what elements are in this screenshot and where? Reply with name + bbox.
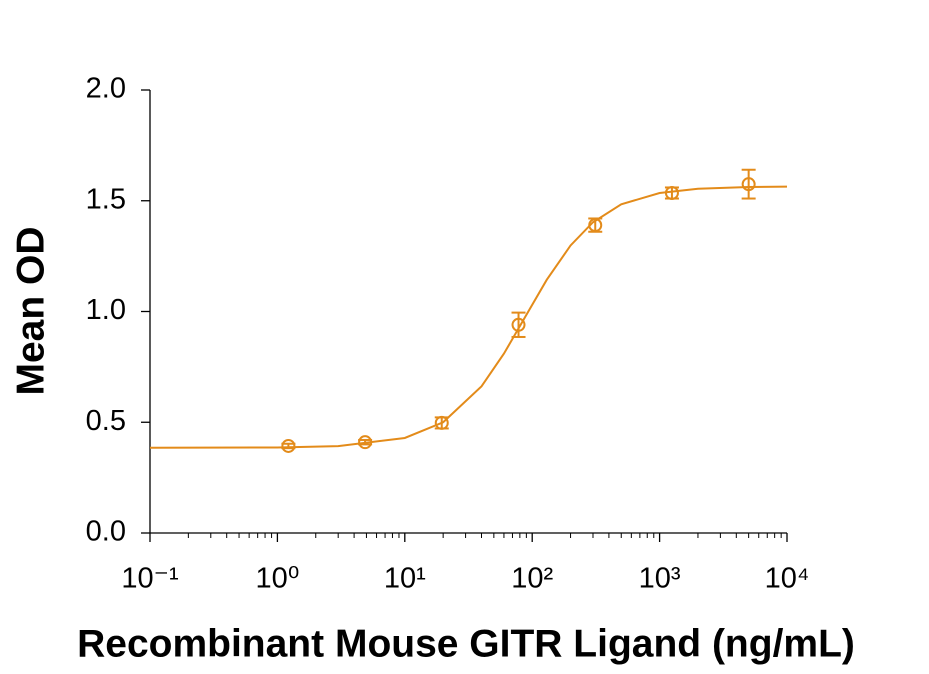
y-tick-label: 1.5	[86, 183, 126, 215]
y-tick-label: 0.5	[86, 405, 126, 437]
y-tick-label: 1.0	[86, 294, 126, 326]
data-point	[358, 435, 373, 450]
x-tick-label: 10⁴	[765, 563, 810, 595]
x-tick-label: 10¹	[384, 563, 426, 595]
data-point	[434, 415, 449, 430]
x-tick-label: 10⁻¹	[121, 563, 179, 595]
data-point	[281, 438, 296, 453]
x-tick-label: 10²	[511, 563, 553, 595]
data-point	[511, 317, 526, 332]
data-point	[741, 177, 756, 192]
y-tick-label: 2.0	[86, 73, 126, 105]
data-point	[588, 218, 603, 233]
x-axis-label: Recombinant Mouse GITR Ligand (ng/mL)	[77, 622, 855, 665]
fit-curve	[149, 185, 788, 449]
x-tick-label: 10⁰	[255, 563, 299, 595]
y-tick-label: 0.0	[86, 516, 126, 548]
data-point	[664, 185, 679, 200]
y-axis-label: Mean OD	[9, 226, 52, 395]
x-tick-label: 10³	[639, 563, 681, 595]
